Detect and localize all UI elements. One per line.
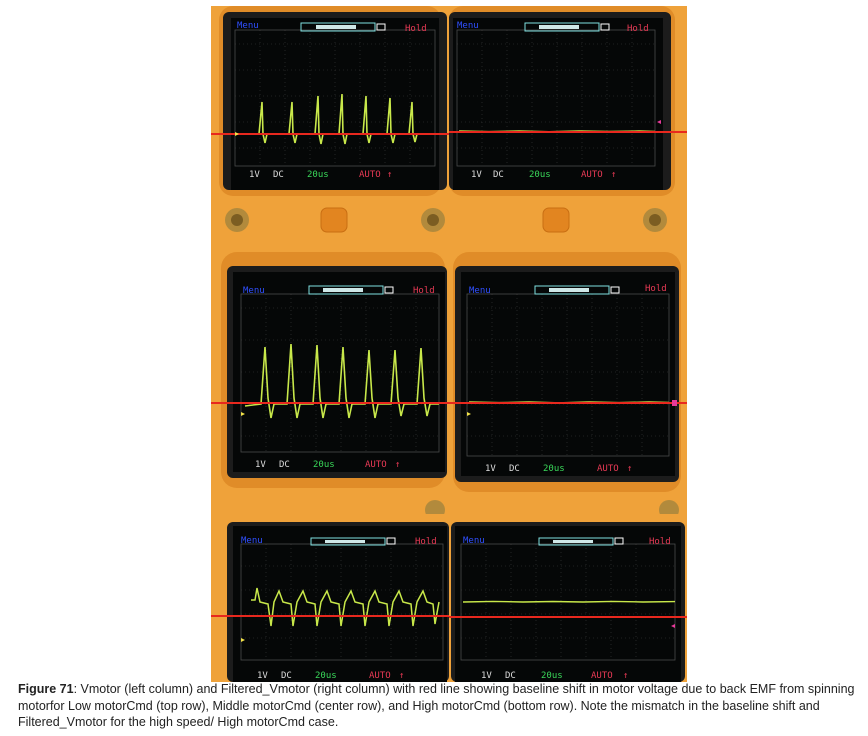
coupling-label: DC <box>279 460 290 470</box>
menu-label: Menu <box>237 21 259 31</box>
trigger-edge-icon: ↑ <box>387 170 392 180</box>
volt-div-label: 1V <box>257 671 268 681</box>
trigger-marker-icon <box>241 638 245 642</box>
trigger-edge-icon: ↑ <box>627 464 632 474</box>
volt-div-label: 1V <box>485 464 496 474</box>
vmotor-trace <box>251 587 440 627</box>
trigger-marker-icon <box>241 412 245 416</box>
coupling-label: DC <box>509 464 520 474</box>
timebase-label: 20us <box>315 671 337 681</box>
timebase-label: 20us <box>529 170 551 180</box>
battery-icon <box>610 286 620 294</box>
hold-label: Hold <box>415 537 437 547</box>
hold-label: Hold <box>405 24 427 34</box>
scope-screen <box>455 526 681 682</box>
volt-div-label: 1V <box>471 170 482 180</box>
buffer-bar-icon <box>538 537 614 546</box>
battery-icon <box>384 286 394 294</box>
figure-label: Figure 71 <box>18 682 74 696</box>
timebase-label: 20us <box>307 170 329 180</box>
hold-label: Hold <box>645 284 667 294</box>
volt-div-label: 1V <box>481 671 492 681</box>
battery-icon <box>386 537 396 545</box>
filtered-trace <box>462 600 676 603</box>
menu-label: Menu <box>469 286 491 296</box>
scope-screen <box>461 272 675 476</box>
battery-icon <box>376 23 386 31</box>
trigger-mode-label: AUTO <box>369 671 391 681</box>
timebase-label: 20us <box>313 460 335 470</box>
coupling-label: DC <box>273 170 284 180</box>
level-marker-icon <box>672 400 677 406</box>
trigger-edge-icon: ↑ <box>399 671 404 681</box>
hold-label: Hold <box>413 286 435 296</box>
timebase-label: 20us <box>541 671 563 681</box>
figure-caption: Figure 71: Vmotor (left column) and Filt… <box>18 681 863 731</box>
trigger-mode-label: AUTO <box>591 671 613 681</box>
buffer-bar-icon <box>308 285 384 295</box>
coupling-label: DC <box>505 671 516 681</box>
oscilloscope-photo-grid: Menu Hold 1V DC 20us AUTO ↑ <box>211 6 687 682</box>
buffer-bar-icon <box>524 22 600 32</box>
panel-vmotor-middle: Menu Hold 1V DC 20us AUTO ↑ <box>211 246 449 514</box>
level-marker-icon <box>671 624 675 628</box>
trigger-mode-label: AUTO <box>581 170 603 180</box>
scope-screen <box>453 18 663 190</box>
panel-filtered-high: Menu Hold 1V DC 20us AUTO ↑ <box>449 514 687 682</box>
menu-label: Menu <box>457 21 479 31</box>
trigger-edge-icon: ↑ <box>611 170 616 180</box>
figure-caption-text: : Vmotor (left column) and Filtered_Vmot… <box>18 682 855 729</box>
buffer-bar-icon <box>310 537 386 546</box>
buffer-bar-icon <box>534 285 610 295</box>
volt-div-label: 1V <box>255 460 266 470</box>
trigger-mode-label: AUTO <box>359 170 381 180</box>
battery-icon <box>614 537 624 545</box>
trigger-marker-icon <box>467 412 471 416</box>
panel-vmotor-low: Menu Hold 1V DC 20us AUTO ↑ <box>211 6 449 246</box>
coupling-label: DC <box>281 671 292 681</box>
hold-label: Hold <box>649 537 671 547</box>
menu-label: Menu <box>463 536 485 546</box>
trigger-edge-icon: ↑ <box>623 671 628 681</box>
menu-label: Menu <box>241 536 263 546</box>
panel-filtered-low: Menu Hold 1V DC 20us AUTO ↑ <box>449 6 687 246</box>
trigger-mode-label: AUTO <box>365 460 387 470</box>
trigger-edge-icon: ↑ <box>395 460 400 470</box>
coupling-label: DC <box>493 170 504 180</box>
trigger-mode-label: AUTO <box>597 464 619 474</box>
menu-label: Menu <box>243 286 265 296</box>
timebase-label: 20us <box>543 464 565 474</box>
panel-vmotor-high: Menu Hold 1V DC 20us AUTO ↑ <box>211 514 449 682</box>
battery-icon <box>600 23 610 31</box>
level-marker-icon <box>657 120 661 124</box>
hold-label: Hold <box>627 24 649 34</box>
panel-filtered-middle: Menu Hold 1V DC 20us AUTO ↑ <box>449 246 687 514</box>
buffer-bar-icon <box>300 22 376 32</box>
volt-div-label: 1V <box>249 170 260 180</box>
trigger-marker-icon <box>235 132 239 136</box>
